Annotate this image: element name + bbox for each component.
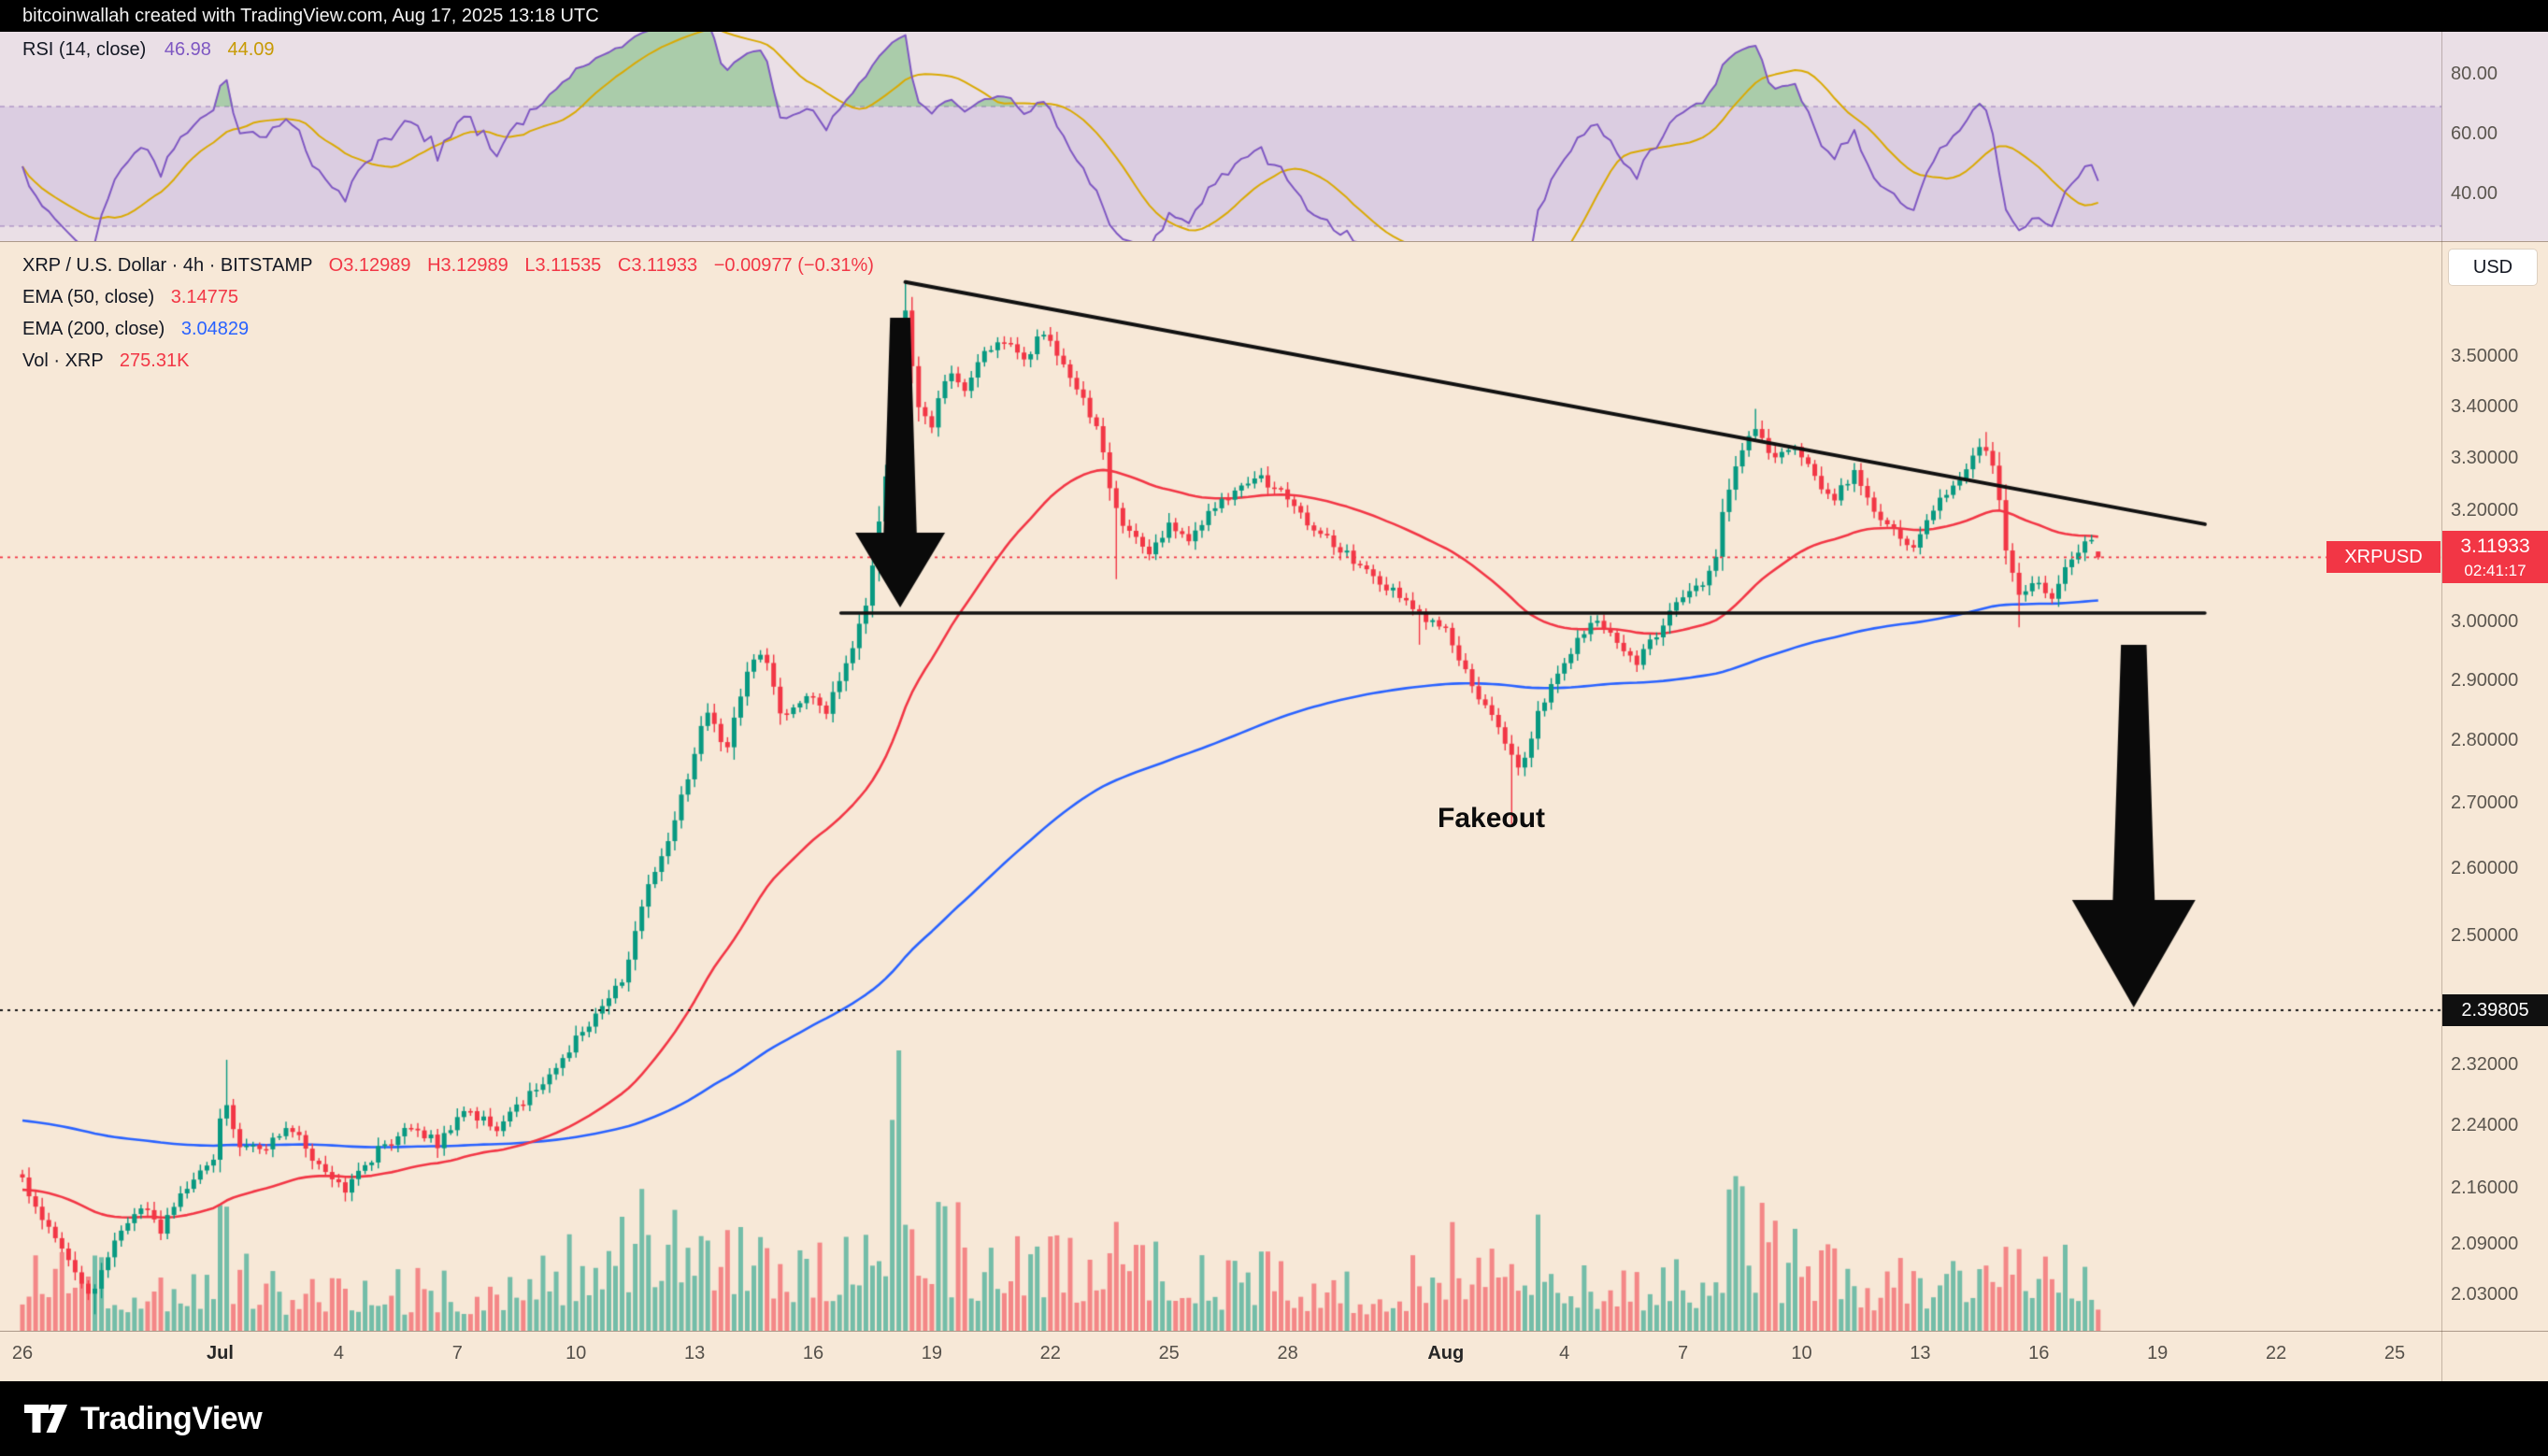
symbol-title: XRP / U.S. Dollar · 4h · BITSTAMP	[22, 255, 313, 276]
pane-separator[interactable]	[0, 241, 2548, 242]
current-price-value: 3.11933	[2460, 535, 2530, 558]
attribution-text: bitcoinwallah created with TradingView.c…	[22, 6, 599, 26]
symbol-legend[interactable]: XRP / U.S. Dollar · 4h · BITSTAMP O3.129…	[22, 250, 874, 377]
tradingview-logo-text: TradingView	[80, 1400, 263, 1436]
rsi-plot-canvas[interactable]	[0, 32, 2441, 241]
scale-separator[interactable]	[2441, 32, 2442, 1381]
indicator-row-ema200[interactable]: EMA (200, close) 3.04829	[22, 313, 874, 345]
ohlc-low: L3.11535	[524, 255, 602, 276]
volume-value: 275.31K	[119, 350, 190, 371]
rsi-pane: RSI (14, close) 46.98 44.09	[0, 32, 2548, 241]
ema50-label: EMA (50, close)	[22, 287, 155, 307]
price-line-symbol-tag: XRPUSD	[2326, 541, 2441, 574]
ohlc-change: −0.00977 (−0.31%)	[713, 255, 874, 276]
attribution-bar: bitcoinwallah created with TradingView.c…	[0, 0, 2548, 32]
tradingview-logo[interactable]: TradingView	[24, 1400, 263, 1437]
symbol-ohlc-row: XRP / U.S. Dollar · 4h · BITSTAMP O3.129…	[22, 250, 874, 281]
tradingview-logo-icon	[24, 1405, 67, 1433]
fakeout-annotation[interactable]: Fakeout	[1438, 803, 1546, 834]
footer-bar: TradingView	[0, 1381, 2548, 1456]
axis-separator	[0, 1331, 2548, 1332]
rsi-legend-title: RSI (14, close)	[22, 39, 147, 60]
volume-label: Vol · XRP	[22, 350, 104, 371]
price-pane: XRP / U.S. Dollar · 4h · BITSTAMP O3.129…	[0, 242, 2548, 1331]
indicator-row-volume[interactable]: Vol · XRP 275.31K	[22, 345, 874, 377]
ema50-value: 3.14775	[170, 287, 239, 307]
current-price-badge: 3.11933 02:41:17	[2442, 531, 2548, 584]
ohlc-high: H3.12989	[427, 255, 508, 276]
ohlc-open: O3.12989	[328, 255, 411, 276]
rsi-value: 46.98	[164, 39, 211, 60]
rsi-legend[interactable]: RSI (14, close) 46.98 44.09	[22, 39, 275, 61]
currency-toggle-button[interactable]: USD	[2449, 250, 2537, 285]
price-plot-canvas[interactable]	[0, 242, 2441, 1331]
ema200-label: EMA (200, close)	[22, 319, 165, 339]
target-price-badge: 2.39805	[2442, 994, 2548, 1026]
indicator-row-ema50[interactable]: EMA (50, close) 3.14775	[22, 281, 874, 313]
time-axis[interactable]	[0, 1331, 2548, 1381]
bar-countdown: 02:41:17	[2464, 562, 2527, 580]
ohlc-close: C3.11933	[617, 255, 698, 276]
ema200-value: 3.04829	[180, 319, 250, 339]
rsi-ma-value: 44.09	[227, 39, 275, 60]
